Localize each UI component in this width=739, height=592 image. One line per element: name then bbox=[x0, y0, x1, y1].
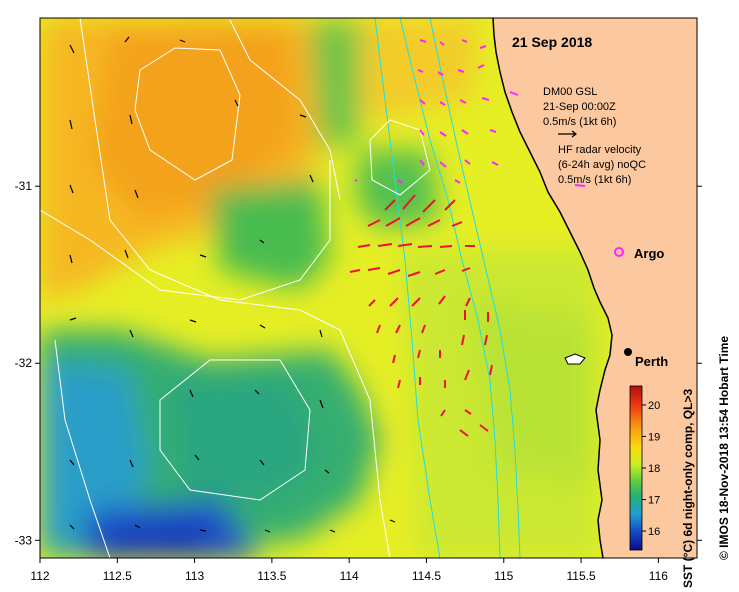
colorbar-tick-label: 17 bbox=[648, 495, 660, 507]
date-label: 21 Sep 2018 bbox=[512, 34, 592, 50]
colorbar-ticks: 16 17 18 19 20 bbox=[642, 400, 660, 538]
colorbar-title: SST (°C) 6d night-only comp, QL>3 bbox=[681, 389, 695, 588]
y-axis: -31 -32 -33 bbox=[15, 179, 702, 547]
radar-line1: HF radar velocity bbox=[558, 144, 642, 156]
x-tick-label: 112.5 bbox=[103, 569, 132, 583]
x-tick-label: 115.5 bbox=[566, 569, 595, 583]
gsl-arrows bbox=[69, 36, 396, 533]
land bbox=[493, 18, 697, 558]
colorbar-tick-label: 16 bbox=[648, 526, 660, 538]
x-tick-label: 116 bbox=[649, 569, 668, 583]
perth-marker bbox=[624, 348, 632, 356]
colorbar bbox=[629, 385, 643, 551]
y-tick-label: -32 bbox=[15, 356, 33, 370]
bathymetry-contours bbox=[374, 18, 521, 558]
sst-field bbox=[40, 18, 697, 558]
argo-marker bbox=[614, 247, 624, 257]
colorbar-tick-label: 18 bbox=[648, 463, 660, 475]
place-perth: Perth bbox=[635, 354, 668, 369]
colorbar-tick-label: 19 bbox=[648, 431, 660, 443]
y-tick-label: -31 bbox=[15, 179, 33, 193]
gsl-time: 21-Sep 00:00Z bbox=[543, 101, 616, 113]
x-tick-label: 113.5 bbox=[257, 569, 286, 583]
sst-contours bbox=[40, 18, 431, 558]
plot-frame bbox=[39, 17, 698, 559]
x-tick-label: 112 bbox=[30, 569, 49, 583]
radar-line2: (6-24h avg) noQC bbox=[558, 159, 646, 171]
radar-arrows-red bbox=[349, 194, 493, 437]
colorbar-tick-label: 20 bbox=[648, 400, 660, 412]
gsl-scale-arrow bbox=[558, 130, 577, 138]
gsl-title: DM00 GSL bbox=[543, 86, 597, 98]
radar-arrows-magenta bbox=[354, 39, 586, 187]
x-tick-label: 115 bbox=[494, 569, 513, 583]
y-tick-label: -33 bbox=[15, 533, 33, 547]
x-tick-label: 114.5 bbox=[412, 569, 441, 583]
place-argo: Argo bbox=[634, 246, 664, 261]
gsl-scale: 0.5m/s (1kt 6h) bbox=[543, 116, 616, 128]
x-tick-label: 114 bbox=[340, 569, 359, 583]
radar-scale: 0.5m/s (1kt 6h) bbox=[558, 174, 631, 186]
x-tick-label: 113 bbox=[185, 569, 204, 583]
x-axis: 112 112.5 113 113.5 114 114.5 115 115.5 116 bbox=[30, 558, 668, 583]
credit-label: © IMOS 18-Nov-2018 13:54 Hobart Time bbox=[717, 336, 731, 560]
